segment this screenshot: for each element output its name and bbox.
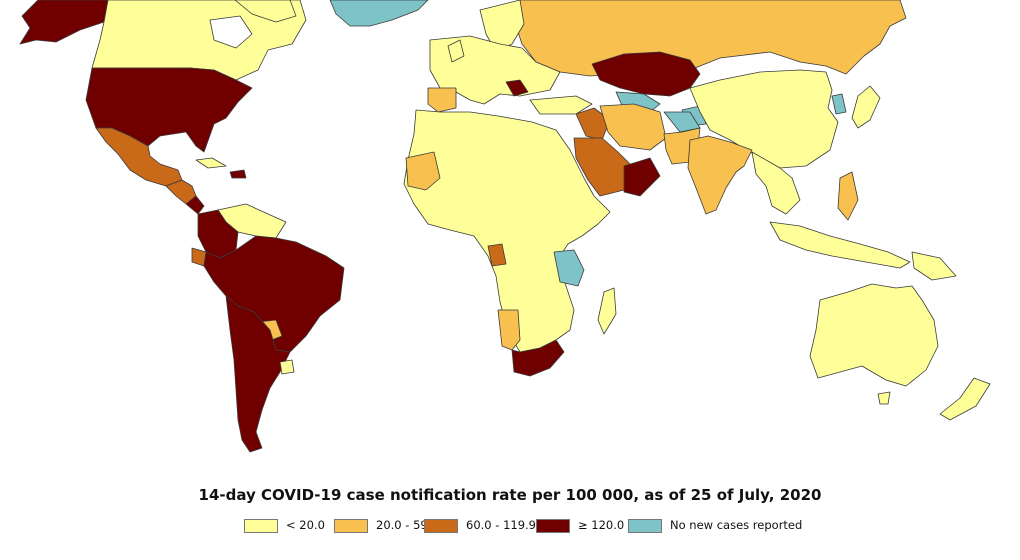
region-argentina [225, 295, 291, 453]
region-uruguay [279, 359, 295, 375]
region-panama [185, 195, 205, 215]
region-china [689, 69, 839, 169]
legend-swatch [536, 519, 570, 533]
region-uk [447, 39, 465, 63]
region-scandinavia [479, 0, 525, 53]
region-alaska [19, 0, 109, 45]
region-madagascar [597, 287, 617, 335]
region-gulf-guinea [487, 243, 507, 267]
region-se-asia [751, 151, 801, 215]
region-mauritania [405, 151, 441, 191]
region-indonesia [769, 221, 911, 269]
region-iran [599, 103, 667, 151]
region-russia [513, 0, 907, 77]
legend-swatch [424, 519, 458, 533]
region-turkey [529, 95, 593, 115]
region-australia [809, 283, 939, 387]
region-namibia [497, 309, 521, 351]
region-new-zealand [939, 377, 991, 421]
region-cuba [195, 157, 227, 169]
legend-label: No new cases reported [670, 518, 803, 532]
region-ecuador [191, 247, 207, 267]
legend-label: ≥ 120.0 [578, 518, 625, 532]
water-hudson-bay [209, 15, 253, 49]
region-kazakhstan [591, 51, 701, 97]
region-south-africa [511, 339, 565, 377]
region-korea [831, 93, 847, 115]
region-tanzania [553, 249, 585, 287]
legend-label: < 20.0 [286, 518, 325, 532]
region-oman [623, 157, 661, 197]
region-dominican [229, 169, 247, 179]
legend-swatch [244, 519, 278, 533]
legend-swatch [628, 519, 662, 533]
region-iraq [575, 107, 611, 141]
region-japan [851, 85, 881, 129]
legend-label: 60.0 - 119.9 [466, 518, 536, 532]
map-title: 14-day COVID-19 case notification rate p… [198, 486, 822, 504]
region-philippines [837, 171, 859, 221]
region-canada-islands [234, 0, 297, 23]
region-india [687, 135, 753, 215]
region-png [911, 251, 957, 281]
legend-label: 20.0 - 59.9 [376, 518, 439, 532]
region-north-africa [403, 109, 611, 353]
legend-swatch [334, 519, 368, 533]
region-mexico [95, 127, 183, 187]
world-map [19, 0, 991, 453]
region-balkans [505, 79, 529, 97]
region-tasmania [877, 391, 891, 405]
region-greenland [329, 0, 429, 27]
region-iberia [427, 87, 457, 113]
